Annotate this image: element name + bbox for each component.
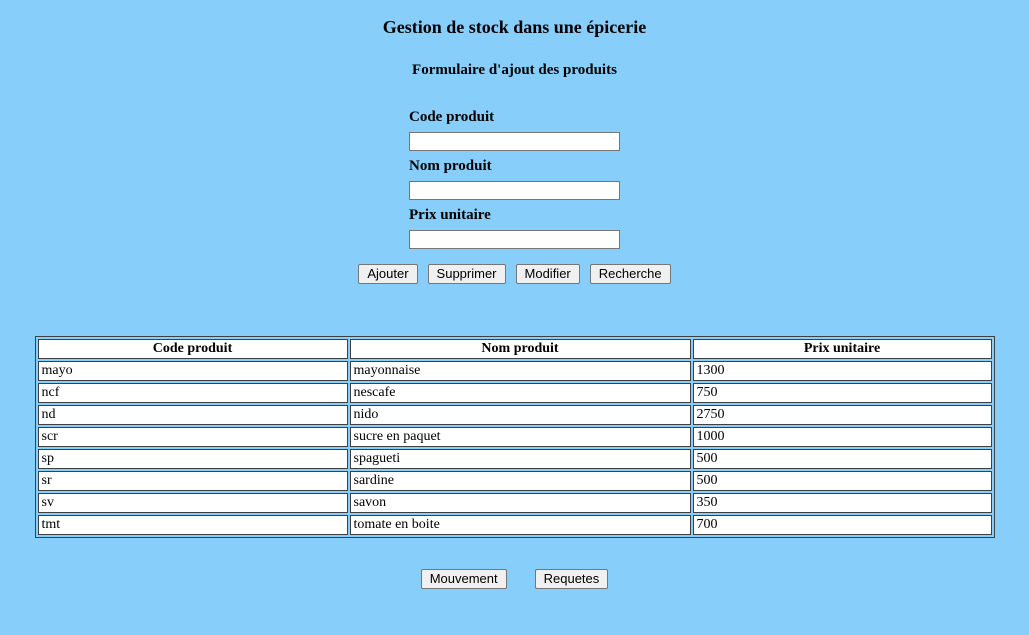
cell-code: sv — [37, 493, 348, 513]
table-row: sr sardine 500 — [37, 471, 992, 491]
cell-code: sp — [37, 449, 348, 469]
cell-prix: 750 — [692, 383, 992, 403]
cell-prix: 700 — [692, 515, 992, 535]
cell-code: mayo — [37, 361, 348, 381]
cell-nom: spagueti — [349, 449, 691, 469]
cell-nom: nescafe — [349, 383, 691, 403]
cell-code: nd — [37, 405, 348, 425]
form-title: Formulaire d'ajout des produits — [412, 62, 617, 78]
code-produit-label: Code produit — [409, 109, 495, 125]
cell-prix: 500 — [692, 471, 992, 491]
code-produit-input[interactable] — [409, 132, 620, 151]
cell-prix: 2750 — [692, 405, 992, 425]
modifier-button[interactable]: Modifier — [515, 264, 580, 284]
cell-code: ncf — [37, 383, 348, 403]
nom-produit-input[interactable] — [409, 181, 620, 200]
table-row: ncf nescafe 750 — [37, 383, 992, 403]
cell-nom: sardine — [349, 471, 691, 491]
products-table: Code produit Nom produit Prix unitaire m… — [34, 336, 995, 538]
cell-prix: 500 — [692, 449, 992, 469]
cell-nom: savon — [349, 493, 691, 513]
cell-code: sr — [37, 471, 348, 491]
table-row: sv savon 350 — [37, 493, 992, 513]
cell-prix: 350 — [692, 493, 992, 513]
nom-produit-label: Nom produit — [409, 158, 492, 174]
form-actions: Ajouter Supprimer Modifier Recherche — [0, 264, 1029, 284]
recherche-button[interactable]: Recherche — [589, 264, 671, 284]
cell-nom: nido — [349, 405, 691, 425]
table-row: sp spagueti 500 — [37, 449, 992, 469]
prix-unitaire-input[interactable] — [409, 230, 620, 249]
cell-code: tmt — [37, 515, 348, 535]
header-code-produit: Code produit — [37, 339, 348, 359]
table-row: tmt tomate en boite 700 — [37, 515, 992, 535]
page-title: Gestion de stock dans une épicerie — [382, 17, 647, 37]
header-prix-unitaire: Prix unitaire — [692, 339, 992, 359]
cell-prix: 1000 — [692, 427, 992, 447]
ajouter-button[interactable]: Ajouter — [358, 264, 418, 284]
cell-prix: 1300 — [692, 361, 992, 381]
requetes-button[interactable]: Requetes — [534, 569, 609, 589]
table-row: nd nido 2750 — [37, 405, 992, 425]
table-row: mayo mayonnaise 1300 — [37, 361, 992, 381]
supprimer-button[interactable]: Supprimer — [427, 264, 506, 284]
mouvement-button[interactable]: Mouvement — [420, 569, 507, 589]
cell-code: scr — [37, 427, 348, 447]
product-form: Code produit Nom produit Prix unitaire — [409, 109, 620, 249]
cell-nom: sucre en paquet — [349, 427, 691, 447]
cell-nom: mayonnaise — [349, 361, 691, 381]
prix-unitaire-label: Prix unitaire — [409, 207, 491, 223]
table-header-row: Code produit Nom produit Prix unitaire — [37, 339, 992, 359]
cell-nom: tomate en boite — [349, 515, 691, 535]
footer-actions: Mouvement Requetes — [0, 569, 1029, 589]
header-nom-produit: Nom produit — [349, 339, 691, 359]
table-row: scr sucre en paquet 1000 — [37, 427, 992, 447]
